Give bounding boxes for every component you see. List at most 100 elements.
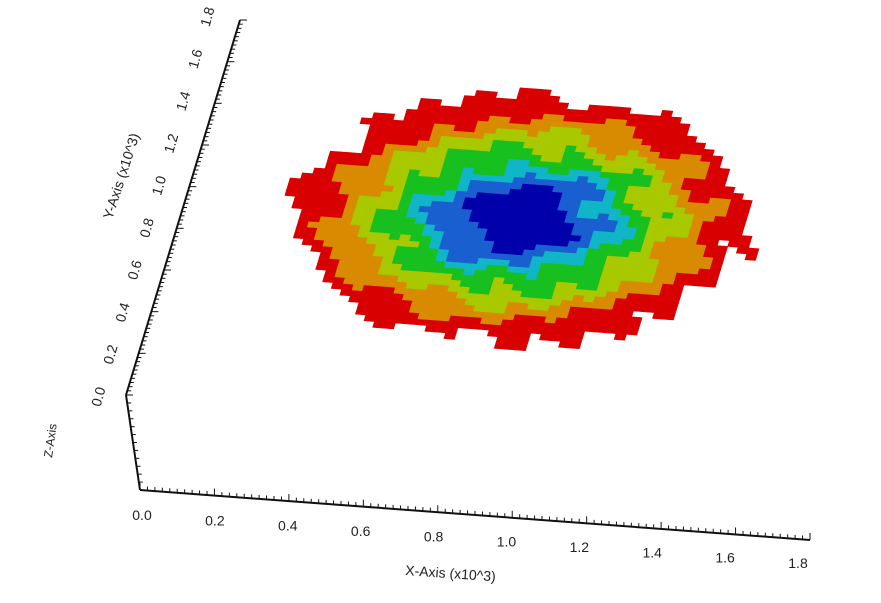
heat-cell <box>429 98 443 107</box>
z-axis-ticks <box>126 394 144 491</box>
heat-cell <box>465 226 478 234</box>
heat-cell <box>388 232 402 241</box>
heat-cell <box>461 238 475 246</box>
heat-cell <box>350 253 364 262</box>
heat-cell <box>546 310 560 318</box>
heat-cell <box>644 162 658 170</box>
heat-cell <box>351 248 365 256</box>
heat-cell <box>298 178 312 186</box>
heat-cell <box>486 156 500 164</box>
heat-cell <box>637 114 651 122</box>
heat-cell <box>534 172 548 180</box>
heat-cell <box>315 191 329 199</box>
heat-cell <box>613 124 627 132</box>
heat-cell <box>608 279 622 287</box>
heat-cell <box>553 215 567 223</box>
heat-cell <box>584 289 598 297</box>
heat-cell <box>425 146 439 154</box>
heat-cell <box>361 183 374 191</box>
heat-cell <box>668 188 682 196</box>
heat-cell <box>498 187 512 195</box>
heat-cell <box>452 303 466 311</box>
heat-cell <box>666 229 680 238</box>
heat-cell <box>313 233 327 241</box>
heat-cell <box>507 122 521 130</box>
heat-cell <box>602 123 616 131</box>
heat-cell <box>496 264 509 273</box>
heat-cell <box>578 133 592 142</box>
heat-cell <box>331 174 345 183</box>
heat-cell <box>428 277 442 285</box>
heat-cell <box>732 222 746 231</box>
heat-cell <box>391 256 405 265</box>
heat-cell <box>303 232 317 240</box>
heat-cell <box>537 232 551 240</box>
heat-cell <box>426 319 440 327</box>
heat-cell <box>534 279 548 287</box>
heat-cell <box>451 165 465 174</box>
heat-cell <box>395 173 409 182</box>
heat-cell <box>363 278 377 287</box>
heat-cell <box>647 186 661 194</box>
heat-cell <box>436 111 450 119</box>
heat-cell <box>627 149 641 157</box>
heat-cell <box>601 302 615 310</box>
heat-cell <box>442 230 456 239</box>
heat-cell <box>459 208 473 216</box>
heat-cell <box>367 267 381 275</box>
heat-cell <box>419 235 433 243</box>
heat-cell <box>456 255 470 264</box>
heat-cell <box>529 189 543 198</box>
heat-cell <box>678 224 692 233</box>
heat-cell <box>518 224 532 233</box>
heat-cell <box>526 165 540 173</box>
heat-cell <box>480 209 494 218</box>
heat-cell <box>599 135 613 143</box>
heat-cell <box>381 220 395 228</box>
heat-cell <box>677 194 691 203</box>
heat-cell <box>537 267 551 276</box>
heat-cell <box>582 122 595 130</box>
heat-cell <box>574 252 588 261</box>
heat-cell <box>706 167 720 175</box>
heat-cell <box>447 320 460 329</box>
heat-cell <box>550 119 564 128</box>
heat-cell <box>477 185 491 194</box>
heat-cell <box>412 222 426 231</box>
heat-cell <box>542 113 556 121</box>
heat-cell <box>537 94 550 103</box>
heat-cell <box>455 291 469 299</box>
heat-cell <box>357 158 371 167</box>
heat-cell <box>345 199 359 208</box>
heat-cell <box>455 118 469 126</box>
heat-cell <box>493 342 507 350</box>
heat-cell <box>586 319 599 327</box>
heat-cell <box>637 221 650 229</box>
heat-cell <box>397 132 411 140</box>
heat-cell <box>312 203 326 211</box>
heat-cell <box>322 239 336 248</box>
heat-cell <box>533 178 546 186</box>
heat-cell <box>467 113 481 121</box>
heat-cell <box>352 212 366 220</box>
heat-cell <box>480 281 494 289</box>
heat-cell <box>480 174 494 182</box>
heat-cell <box>331 210 345 219</box>
heat-cell <box>590 235 603 244</box>
heat-cell <box>625 190 639 199</box>
heat-cell <box>357 230 371 238</box>
heat-cell <box>379 297 393 306</box>
heat-cell <box>338 151 352 159</box>
heat-cell <box>592 158 606 166</box>
heat-cell <box>557 239 570 247</box>
heat-cell <box>445 219 459 227</box>
heat-cell <box>392 185 406 193</box>
heat-cell <box>324 234 338 242</box>
heat-cell <box>699 226 713 234</box>
heat-cell <box>359 188 373 197</box>
heat-cell <box>434 116 448 125</box>
heat-cell <box>550 191 564 199</box>
heat-cell <box>600 272 614 280</box>
heat-cell <box>552 185 566 193</box>
heat-cell <box>710 191 724 199</box>
